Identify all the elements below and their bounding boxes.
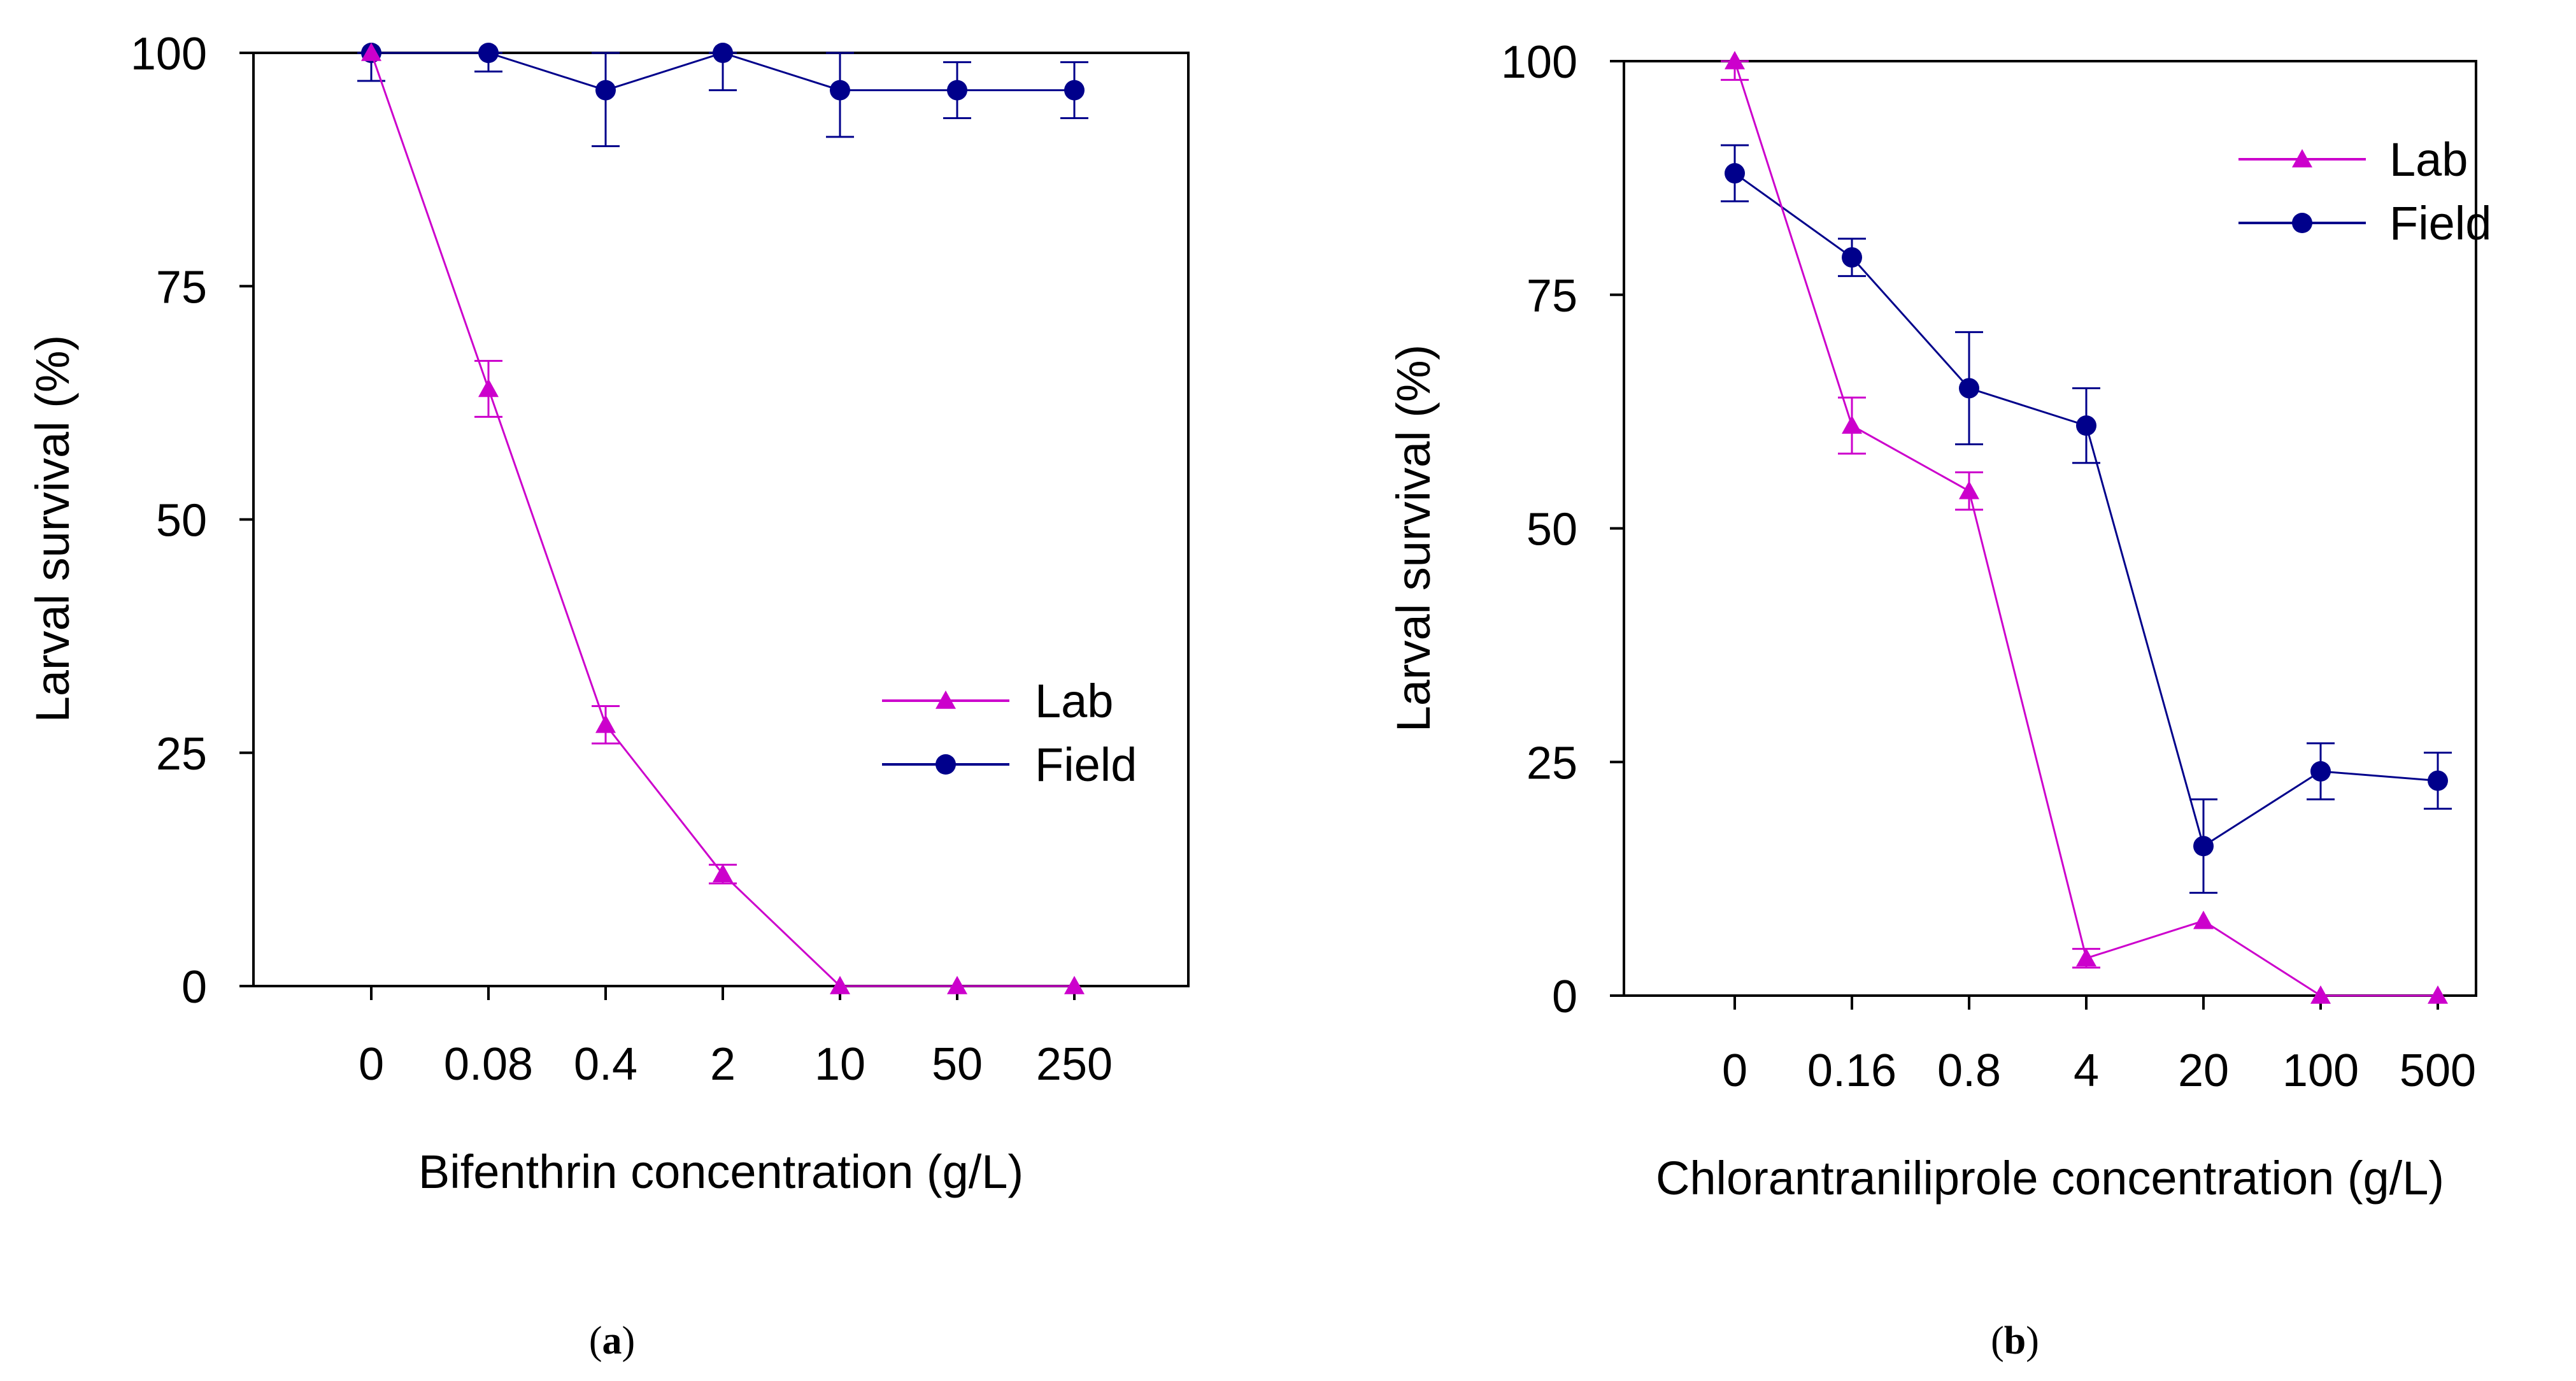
data-point-field bbox=[1725, 163, 1745, 184]
data-point-field bbox=[947, 80, 967, 101]
data-point-lab bbox=[1064, 976, 1085, 994]
legend-marker-lab bbox=[2292, 149, 2312, 168]
data-point-field bbox=[2428, 770, 2448, 791]
data-point-lab bbox=[947, 976, 967, 994]
data-point-field bbox=[2193, 836, 2214, 857]
y-axis-label: Larval survival (%) bbox=[26, 335, 79, 723]
data-point-lab bbox=[595, 714, 616, 733]
x-tick-label: 50 bbox=[932, 1039, 983, 1090]
x-tick-label: 0 bbox=[1722, 1045, 1747, 1096]
x-tick-label: 0.8 bbox=[1937, 1045, 2001, 1096]
data-point-field bbox=[2076, 415, 2096, 436]
legend-label-lab: Lab bbox=[2389, 133, 2468, 186]
x-tick-label: 10 bbox=[815, 1039, 865, 1090]
data-point-field bbox=[595, 80, 616, 101]
y-tick-label: 75 bbox=[1526, 271, 1577, 322]
x-tick-label: 0 bbox=[359, 1039, 384, 1090]
y-tick-label: 100 bbox=[131, 29, 207, 80]
x-tick-label: 500 bbox=[2400, 1045, 2476, 1096]
chart-bifenthrin: 0 25 50 75 100 0 0.08 0.4 2 10 50 250 Bifenthrin con… bbox=[26, 29, 1190, 1198]
data-point-field bbox=[2310, 761, 2331, 782]
legend-marker-field bbox=[936, 754, 956, 775]
legend-label-lab: Lab bbox=[1035, 675, 1113, 727]
panel-label-a: (a) bbox=[589, 1319, 635, 1363]
x-tick-label: 20 bbox=[2178, 1045, 2229, 1096]
data-point-lab bbox=[361, 43, 381, 61]
panel-label-b: (b) bbox=[1991, 1319, 2039, 1363]
x-tick-label: 2 bbox=[710, 1039, 736, 1090]
x-tick-label: 0.4 bbox=[574, 1039, 637, 1090]
chart-chlorantraniliprole: 0 25 50 75 100 0 0.16 0.8 4 20 100 500 Chlorantranil… bbox=[1387, 37, 2491, 1205]
y-tick-label: 0 bbox=[1552, 971, 1577, 1022]
series-line-lab bbox=[370, 52, 1074, 987]
legend-marker-lab bbox=[936, 690, 956, 709]
y-tick-label: 25 bbox=[1526, 738, 1577, 789]
legend-label-field: Field bbox=[1035, 738, 1137, 791]
series-line-field bbox=[1734, 172, 2438, 848]
legend-marker-field bbox=[2292, 213, 2312, 233]
data-point-lab bbox=[478, 378, 499, 397]
data-point-lab bbox=[713, 864, 733, 882]
data-point-field bbox=[830, 80, 850, 101]
data-point-lab bbox=[830, 976, 850, 994]
x-tick-label: 100 bbox=[2282, 1045, 2359, 1096]
data-point-field bbox=[1064, 80, 1085, 101]
data-point-lab bbox=[1842, 415, 1862, 434]
data-point-lab bbox=[1959, 480, 1979, 499]
data-point-lab bbox=[2193, 910, 2214, 929]
plot-frame-b bbox=[1623, 60, 2477, 997]
y-tick-label: 0 bbox=[181, 962, 207, 1013]
legend-label-field: Field bbox=[2389, 197, 2491, 250]
x-axis-label: Bifenthrin concentration (g/L) bbox=[418, 1145, 1023, 1198]
y-tick-label: 50 bbox=[156, 496, 207, 547]
data-point-lab bbox=[2428, 985, 2448, 1004]
x-tick-label: 4 bbox=[2074, 1045, 2099, 1096]
data-point-field bbox=[1842, 247, 1862, 268]
series-line-lab bbox=[1733, 61, 2438, 997]
data-point-field bbox=[478, 43, 499, 63]
x-axis-label: Chlorantraniliprole concentration (g/L) bbox=[1656, 1152, 2444, 1205]
data-point-field bbox=[1959, 378, 1979, 399]
y-tick-label: 50 bbox=[1526, 504, 1577, 555]
data-point-lab bbox=[2310, 985, 2331, 1004]
data-point-lab bbox=[1725, 51, 1745, 69]
y-tick-label: 75 bbox=[156, 262, 207, 313]
y-tick-label: 25 bbox=[156, 729, 207, 780]
x-tick-label: 0.08 bbox=[444, 1039, 533, 1090]
plot-frame-a bbox=[252, 52, 1190, 987]
y-axis-label: Larval survival (%) bbox=[1387, 345, 1440, 733]
data-point-field bbox=[713, 43, 733, 63]
x-tick-label: 250 bbox=[1036, 1039, 1113, 1090]
data-point-lab bbox=[2076, 948, 2096, 967]
x-tick-label: 0.16 bbox=[1807, 1045, 1896, 1096]
y-tick-label: 100 bbox=[1501, 37, 1577, 88]
